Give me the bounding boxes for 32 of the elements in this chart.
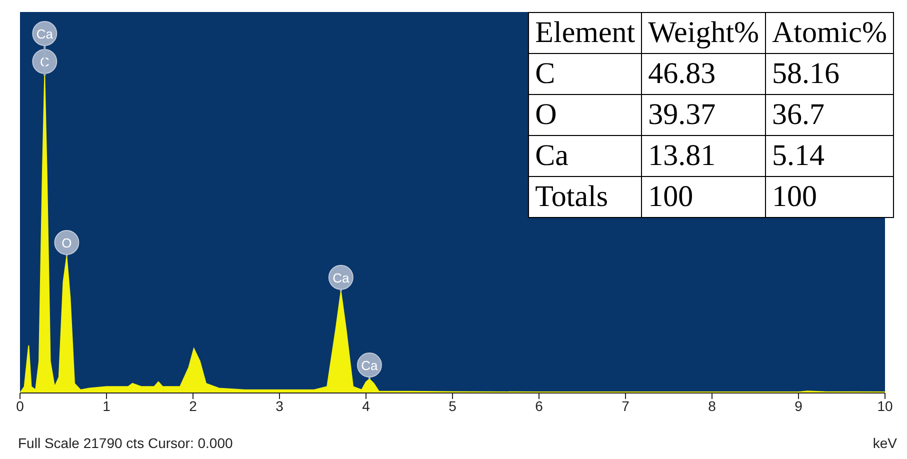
data-label: 13.81 [642, 136, 766, 176]
series-label: Weight% [642, 12, 766, 54]
x-tick-label: 2 [189, 398, 198, 414]
category-label: Totals [528, 176, 642, 218]
x-tick-label: 8 [708, 398, 716, 414]
legend-label: Atomic% [766, 12, 894, 54]
annotation: Ca [361, 358, 379, 374]
data-label: 36.7 [766, 94, 894, 136]
x-tick-label: 4 [362, 398, 370, 414]
annotation: Ca [332, 270, 350, 286]
data-label: 39.37 [642, 94, 766, 136]
data-label: 100 [766, 176, 894, 218]
annotation: O [62, 235, 72, 250]
x-tick-label: 7 [622, 398, 630, 414]
category-label: C [528, 54, 642, 94]
category-label: Ca [528, 136, 642, 176]
x-tick-label: 0 [16, 398, 24, 414]
x-tick-label: 6 [535, 398, 544, 414]
x-axis-title: keV [872, 435, 897, 451]
data-label: 58.16 [766, 54, 894, 94]
x-tick-label: 10 [877, 398, 893, 414]
x-tick-label: 1 [102, 398, 111, 414]
x-tick-label: 5 [448, 398, 457, 414]
text: Element [528, 12, 642, 54]
annotation: Ca [36, 26, 54, 42]
data-label: 46.83 [642, 54, 766, 94]
x-tick-label: 3 [276, 398, 284, 414]
data-label: 5.14 [766, 136, 894, 176]
x-tick-label: 9 [794, 398, 803, 414]
text: Full Scale 21790 cts Cursor: 0.000 [18, 435, 233, 451]
category-label: O [528, 94, 642, 136]
data-label: 100 [642, 176, 766, 218]
